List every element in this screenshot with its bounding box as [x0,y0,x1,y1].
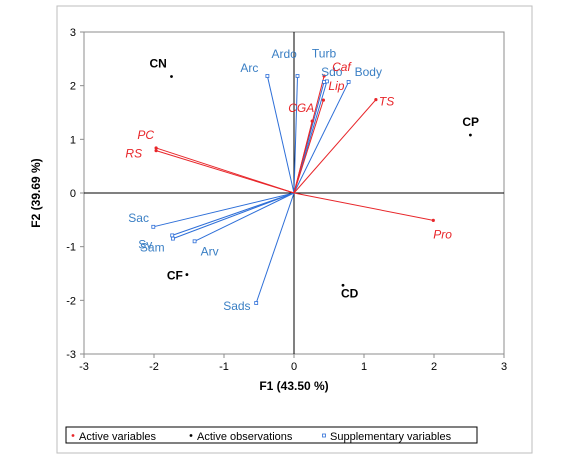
supplementary-vector-body [293,81,350,194]
point-label-cf: CF [167,269,183,283]
x-tick-label: 2 [431,361,437,373]
point-label-sam: Sam [140,241,165,255]
legend-label-active-variables: Active variables [79,431,157,443]
active-point-rs [154,149,158,153]
supplementary-point-sv [170,233,175,238]
point-label-sads: Sads [223,299,250,313]
supplementary-point-arc [265,74,270,78]
active-point-ts [374,98,378,102]
point-label-body: Body [355,65,382,79]
point-label-turb: Turb [312,46,337,60]
y-axis-title: F2 (39.69 %) [29,158,43,227]
active-point-pc [154,146,158,150]
y-tick-label: 3 [70,27,76,39]
observation-point-cf [185,273,189,276]
points-layer [151,74,472,305]
x-tick-label: 1 [361,361,367,373]
legend-label-active-observations: Active observations [197,431,293,443]
point-label-pc: PC [137,128,154,142]
point-label-pro: Pro [433,227,452,241]
point-label-cn: CN [150,57,167,71]
active-vector-ts [293,99,377,194]
active-vector-cga [293,120,313,194]
point-label-caf: Caf [332,60,352,74]
active-point-cga [310,119,314,123]
point-label-ts: TS [379,95,394,109]
supplementary-vector-sv [172,192,295,236]
legend: Active variables Active observations Suppl… [65,426,478,444]
x-tick-label: -1 [219,361,229,373]
observation-point-cp [469,133,472,137]
point-label-sv: Sv [138,237,152,251]
point-label-ardo: Ardo [272,47,298,61]
active-point-lip [321,98,325,102]
supplementary-point-sdo [322,80,327,84]
supplementary-point-ardo [295,74,300,78]
x-axis-title: F1 (43.50 %) [259,379,328,393]
legend-box [65,426,478,444]
supplementary-point-body [346,80,351,84]
point-label-arv: Arv [201,244,219,258]
point-label-rs: RS [125,147,142,161]
y-tick-label: -1 [66,242,76,254]
supplementary-point-arv [192,239,197,244]
supplementary-vector-sads [255,192,295,304]
point-label-arc: Arc [240,61,258,75]
supplementary-vector-arc [266,75,295,194]
active-point-pro [431,218,435,222]
point-label-lip: Lip [328,79,344,93]
point-label-cd: CD [341,286,359,300]
x-tick-label: -3 [79,361,89,373]
active-vector-rs [155,150,295,194]
legend-label-supplementary-variables: Supplementary variables [330,431,452,443]
observation-point-cd [341,283,345,287]
y-tick-label: -3 [66,349,76,361]
supplementary-vector-arv [194,192,295,242]
legend-marker-supplementary-variables [322,433,326,438]
y-tick-label: 1 [70,134,76,146]
y-tick-label: 2 [70,81,76,93]
supplementary-point-sads [254,301,259,305]
point-label-sdo: Sdo [321,65,343,79]
vectors-layer [153,75,434,304]
point-label-cp: CP [462,115,479,129]
legend-marker-active-variables [71,434,75,437]
y-tick-label: 0 [70,188,76,200]
y-tick-label: -2 [66,295,76,307]
active-vector-lip [293,100,324,194]
active-point-caf [322,74,326,78]
x-tick-label: 3 [501,361,507,373]
point-label-sac: Sac [128,211,149,225]
observation-point-cn [170,75,173,78]
supplementary-point-sam [170,236,175,241]
x-tick-label: 0 [291,361,297,373]
supplementary-vector-ardo [293,75,298,194]
supplementary-point-sac [151,224,156,229]
legend-marker-active-observations [189,434,193,437]
supplementary-vector-sac [153,192,295,228]
active-vector-pro [293,192,434,221]
supplementary-vector-sam [172,192,295,240]
point-label-cga: CGA [288,101,314,115]
x-tick-label: -2 [149,361,159,373]
